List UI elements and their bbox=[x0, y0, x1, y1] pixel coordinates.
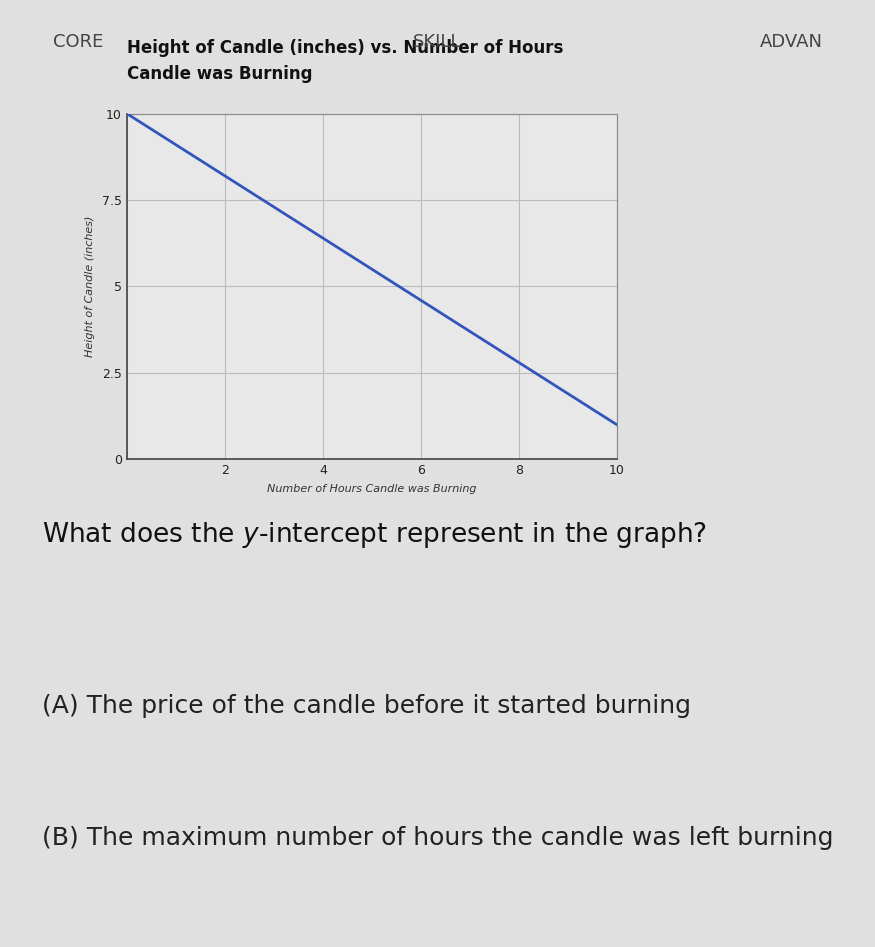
Text: What does the $y$-intercept represent in the graph?: What does the $y$-intercept represent in… bbox=[42, 520, 707, 550]
Text: (B) The maximum number of hours the candle was left burning: (B) The maximum number of hours the cand… bbox=[42, 826, 834, 850]
Text: CORE: CORE bbox=[52, 32, 103, 51]
Y-axis label: Height of Candle (inches): Height of Candle (inches) bbox=[85, 216, 95, 357]
Text: (A) The price of the candle before it started burning: (A) The price of the candle before it st… bbox=[42, 693, 691, 718]
Text: Height of Candle (inches) vs. Number of Hours: Height of Candle (inches) vs. Number of … bbox=[127, 39, 564, 57]
Text: Candle was Burning: Candle was Burning bbox=[127, 65, 312, 83]
X-axis label: Number of Hours Candle was Burning: Number of Hours Candle was Burning bbox=[267, 484, 477, 494]
Text: SKILL: SKILL bbox=[413, 32, 462, 51]
Text: ADVAN: ADVAN bbox=[760, 32, 822, 51]
